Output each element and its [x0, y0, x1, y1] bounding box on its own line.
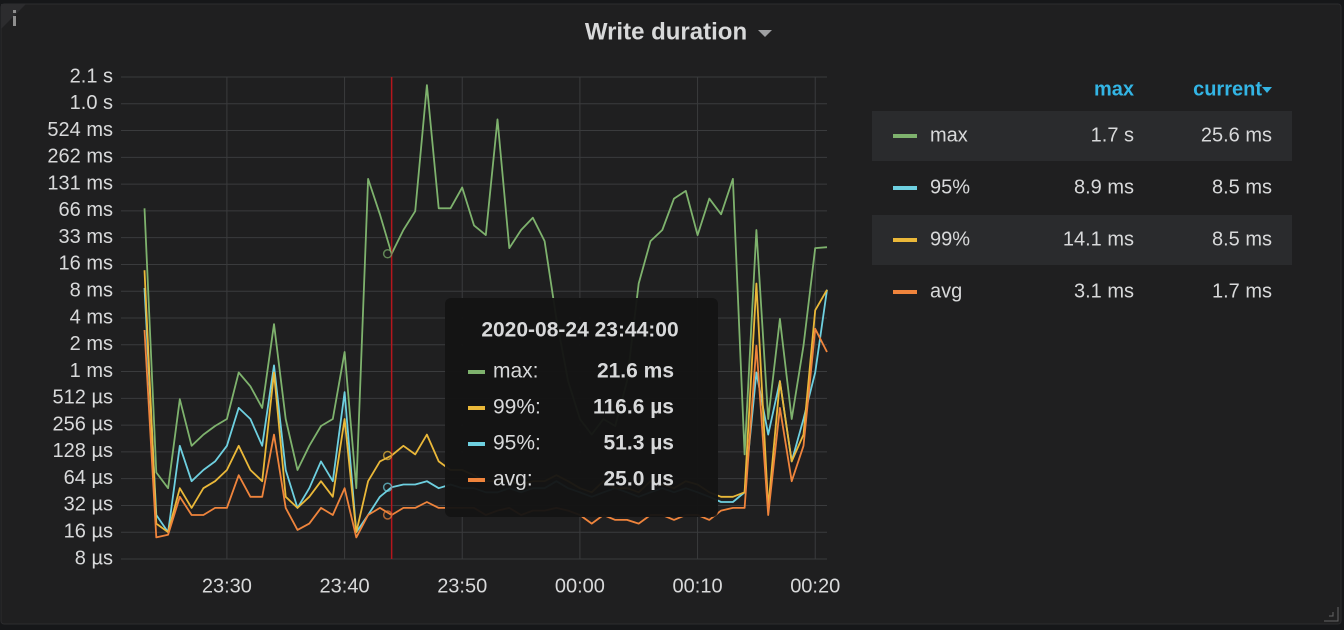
legend-swatch[interactable]: [893, 186, 917, 190]
legend-value: 3.1 ms: [1074, 280, 1134, 302]
panel-title[interactable]: Write duration: [585, 18, 747, 45]
x-tick-label: 23:30: [202, 575, 252, 597]
x-tick-label: 00:20: [790, 575, 840, 597]
legend-value: 8.5 ms: [1212, 176, 1272, 198]
y-tick-label: 16 µs: [64, 521, 113, 543]
legend-header[interactable]: current: [1193, 78, 1262, 100]
y-tick-label: 2.1 s: [70, 65, 113, 87]
x-tick-label: 00:00: [555, 575, 605, 597]
info-icon-dot: [13, 10, 16, 13]
y-tick-label: 64 µs: [64, 467, 113, 489]
y-tick-label: 33 ms: [59, 226, 113, 248]
y-tick-label: 1 ms: [70, 360, 113, 382]
y-tick-label: 131 ms: [47, 172, 113, 194]
x-tick-label: 23:40: [320, 575, 370, 597]
legend-value: 8.9 ms: [1074, 176, 1134, 198]
tooltip-swatch: [468, 370, 485, 374]
legend-value: 1.7 ms: [1212, 280, 1272, 302]
tooltip-value: 21.6 ms: [597, 360, 674, 383]
y-tick-label: 8 µs: [75, 547, 113, 569]
legend-header[interactable]: max: [1094, 78, 1134, 100]
hover-point: [382, 450, 393, 461]
y-tick-label: 16 ms: [59, 253, 113, 275]
y-tick-label: 512 µs: [53, 387, 113, 409]
tooltip-name: max:: [493, 360, 539, 383]
y-tick-label: 1.0 s: [70, 92, 113, 114]
sort-caret[interactable]: [1262, 87, 1272, 93]
title-caret[interactable]: [758, 30, 772, 37]
y-tick-label: 256 µs: [53, 413, 113, 435]
y-tick-label: 2 ms: [70, 333, 113, 355]
y-tick-label: 32 µs: [64, 494, 113, 516]
tooltip-name: 99%:: [493, 396, 541, 419]
tooltip-value: 25.0 µs: [604, 468, 675, 491]
y-tick-label: 4 ms: [70, 306, 113, 328]
y-tick-label: 8 ms: [70, 280, 113, 302]
resize-handle[interactable]: [1324, 607, 1339, 622]
legend-row-bg: [872, 111, 1292, 161]
legend-value: 8.5 ms: [1212, 228, 1272, 250]
hover-point: [382, 510, 393, 520]
tooltip-time: 2020-08-24 23:44:00: [481, 319, 678, 342]
tooltip-swatch: [468, 406, 485, 410]
series-line: [143, 84, 828, 490]
legend-value: 1.7 s: [1091, 124, 1134, 146]
info-icon: [13, 16, 16, 26]
tooltip-value: 51.3 µs: [604, 432, 675, 455]
hover-point: [382, 249, 393, 259]
legend-name[interactable]: 95%: [930, 176, 970, 198]
legend-value: 25.6 ms: [1201, 124, 1272, 146]
legend-name[interactable]: avg: [930, 280, 962, 302]
legend-swatch[interactable]: [893, 134, 917, 138]
tooltip-box: [445, 298, 718, 517]
x-tick-label: 00:10: [673, 575, 723, 597]
legend-swatch[interactable]: [893, 290, 917, 294]
legend-swatch[interactable]: [893, 238, 917, 242]
tooltip-name: avg:: [493, 468, 533, 491]
y-tick-label: 128 µs: [53, 440, 113, 462]
hover-point: [382, 482, 393, 492]
tooltip-value: 116.6 µs: [593, 396, 674, 419]
y-tick-label: 262 ms: [47, 146, 113, 168]
tooltip-name: 95%:: [493, 432, 541, 455]
legend-value: 14.1 ms: [1063, 228, 1134, 250]
tooltip-swatch: [468, 442, 485, 446]
legend-row-bg: [872, 215, 1292, 265]
legend-name[interactable]: max: [930, 124, 968, 146]
y-tick-label: 66 ms: [59, 199, 113, 221]
tooltip-swatch: [468, 478, 485, 482]
legend-name[interactable]: 99%: [930, 228, 970, 250]
y-tick-label: 524 ms: [47, 119, 113, 141]
x-tick-label: 23:50: [437, 575, 487, 597]
